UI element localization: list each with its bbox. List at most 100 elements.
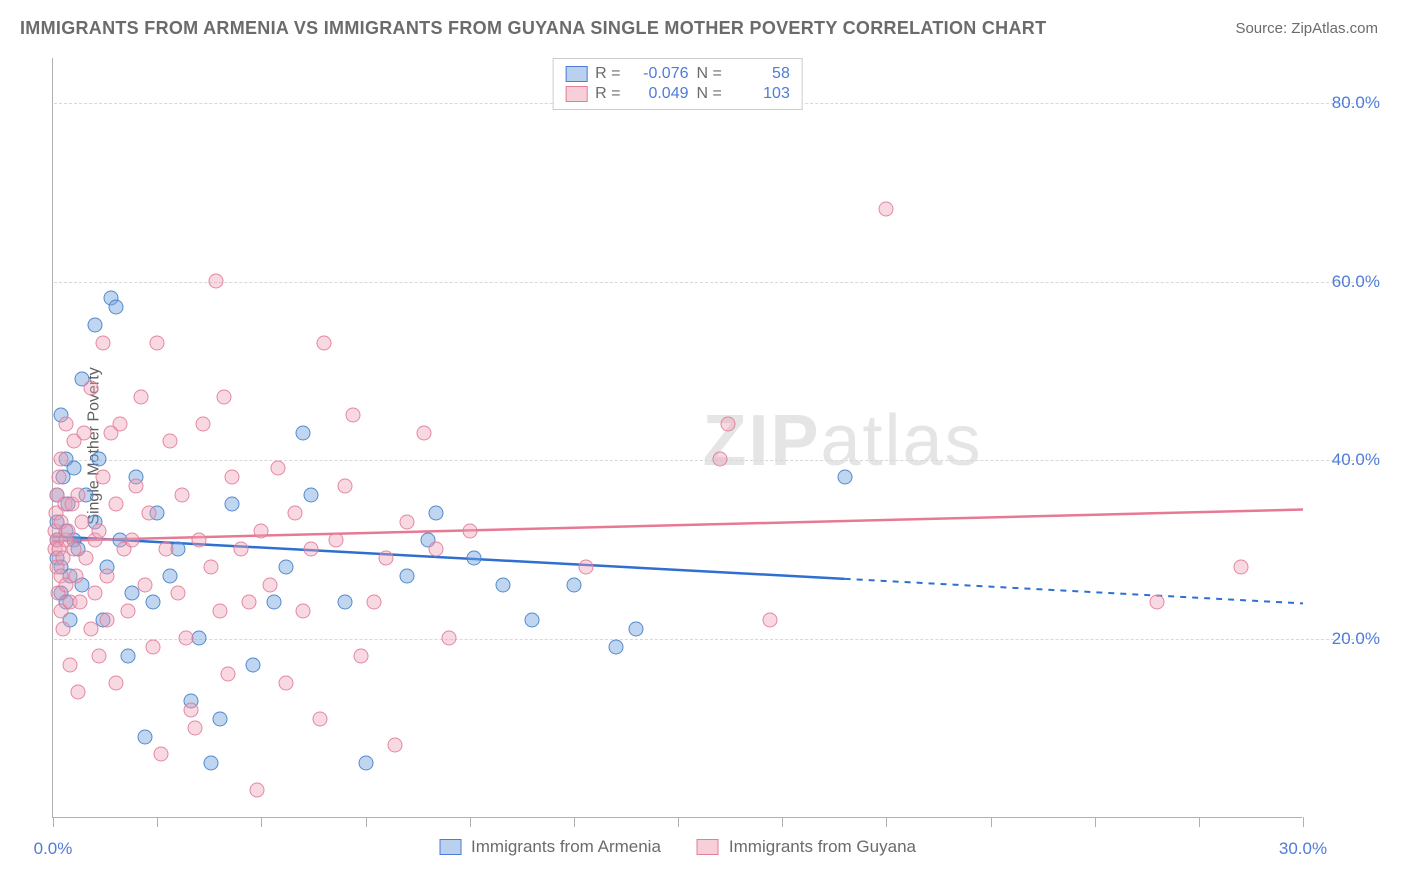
data-point <box>150 336 165 351</box>
y-tick-label: 40.0% <box>1332 450 1380 470</box>
data-point <box>158 541 173 556</box>
data-point <box>366 595 381 610</box>
x-tick-mark <box>782 817 783 827</box>
data-point <box>91 523 106 538</box>
data-point <box>108 300 123 315</box>
data-point <box>241 595 256 610</box>
data-point <box>56 622 71 637</box>
data-point <box>250 783 265 798</box>
data-point <box>83 622 98 637</box>
data-point <box>721 416 736 431</box>
data-point <box>146 595 161 610</box>
data-point <box>387 738 402 753</box>
data-point <box>254 523 269 538</box>
x-tick-mark <box>1303 817 1304 827</box>
data-point <box>191 532 206 547</box>
data-point <box>121 604 136 619</box>
data-point <box>304 488 319 503</box>
data-point <box>91 649 106 664</box>
y-tick-label: 80.0% <box>1332 93 1380 113</box>
y-tick-label: 20.0% <box>1332 629 1380 649</box>
data-point <box>1233 559 1248 574</box>
data-point <box>100 613 115 628</box>
data-point <box>246 658 261 673</box>
x-tick-mark <box>261 817 262 827</box>
data-point <box>175 488 190 503</box>
data-point <box>108 497 123 512</box>
data-point <box>208 273 223 288</box>
data-point <box>346 407 361 422</box>
chart-container: IMMIGRANTS FROM ARMENIA VS IMMIGRANTS FR… <box>0 0 1406 892</box>
data-point <box>358 756 373 771</box>
data-point <box>100 568 115 583</box>
data-point <box>262 577 277 592</box>
data-point <box>316 336 331 351</box>
gridline <box>54 639 1364 640</box>
data-point <box>608 640 623 655</box>
data-point <box>137 729 152 744</box>
data-point <box>429 541 444 556</box>
legend-item-armenia: Immigrants from Armenia <box>439 837 661 857</box>
series-legend: Immigrants from Armenia Immigrants from … <box>439 837 916 857</box>
data-point <box>179 631 194 646</box>
data-point <box>71 684 86 699</box>
data-point <box>60 523 75 538</box>
data-point <box>133 389 148 404</box>
swatch-blue-icon <box>565 66 587 82</box>
data-point <box>68 568 83 583</box>
data-point <box>212 604 227 619</box>
x-tick-mark <box>678 817 679 827</box>
x-tick-mark <box>991 817 992 827</box>
data-point <box>212 711 227 726</box>
data-point <box>204 756 219 771</box>
data-point <box>129 479 144 494</box>
data-point <box>337 595 352 610</box>
data-point <box>54 452 69 467</box>
data-point <box>146 640 161 655</box>
data-point <box>462 523 477 538</box>
data-point <box>121 649 136 664</box>
data-point <box>91 452 106 467</box>
y-tick-label: 60.0% <box>1332 272 1380 292</box>
data-point <box>312 711 327 726</box>
data-point <box>108 675 123 690</box>
data-point <box>712 452 727 467</box>
x-tick-mark <box>157 817 158 827</box>
x-tick-mark <box>366 817 367 827</box>
data-point <box>125 532 140 547</box>
data-point <box>62 658 77 673</box>
trend-lines <box>53 58 1303 818</box>
gridline <box>54 460 1364 461</box>
x-tick-mark <box>574 817 575 827</box>
data-point <box>837 470 852 485</box>
data-point <box>87 318 102 333</box>
data-point <box>83 380 98 395</box>
legend-row-guyana: R = 0.049 N = 103 <box>565 85 790 103</box>
swatch-pink-icon <box>565 86 587 102</box>
data-point <box>204 559 219 574</box>
data-point <box>296 425 311 440</box>
data-point <box>162 434 177 449</box>
data-point <box>216 389 231 404</box>
data-point <box>154 747 169 762</box>
data-point <box>296 604 311 619</box>
data-point <box>629 622 644 637</box>
data-point <box>379 550 394 565</box>
data-point <box>162 568 177 583</box>
x-tick-mark <box>470 817 471 827</box>
legend-item-guyana: Immigrants from Guyana <box>697 837 916 857</box>
x-tick-mark <box>1095 817 1096 827</box>
swatch-pink-icon <box>697 839 719 855</box>
swatch-blue-icon <box>439 839 461 855</box>
data-point <box>52 470 67 485</box>
gridline <box>54 282 1364 283</box>
data-point <box>171 586 186 601</box>
data-point <box>496 577 511 592</box>
data-point <box>279 675 294 690</box>
chart-title: IMMIGRANTS FROM ARMENIA VS IMMIGRANTS FR… <box>20 18 1046 39</box>
data-point <box>225 497 240 512</box>
data-point <box>66 461 81 476</box>
data-point <box>416 425 431 440</box>
data-point <box>762 613 777 628</box>
data-point <box>429 506 444 521</box>
